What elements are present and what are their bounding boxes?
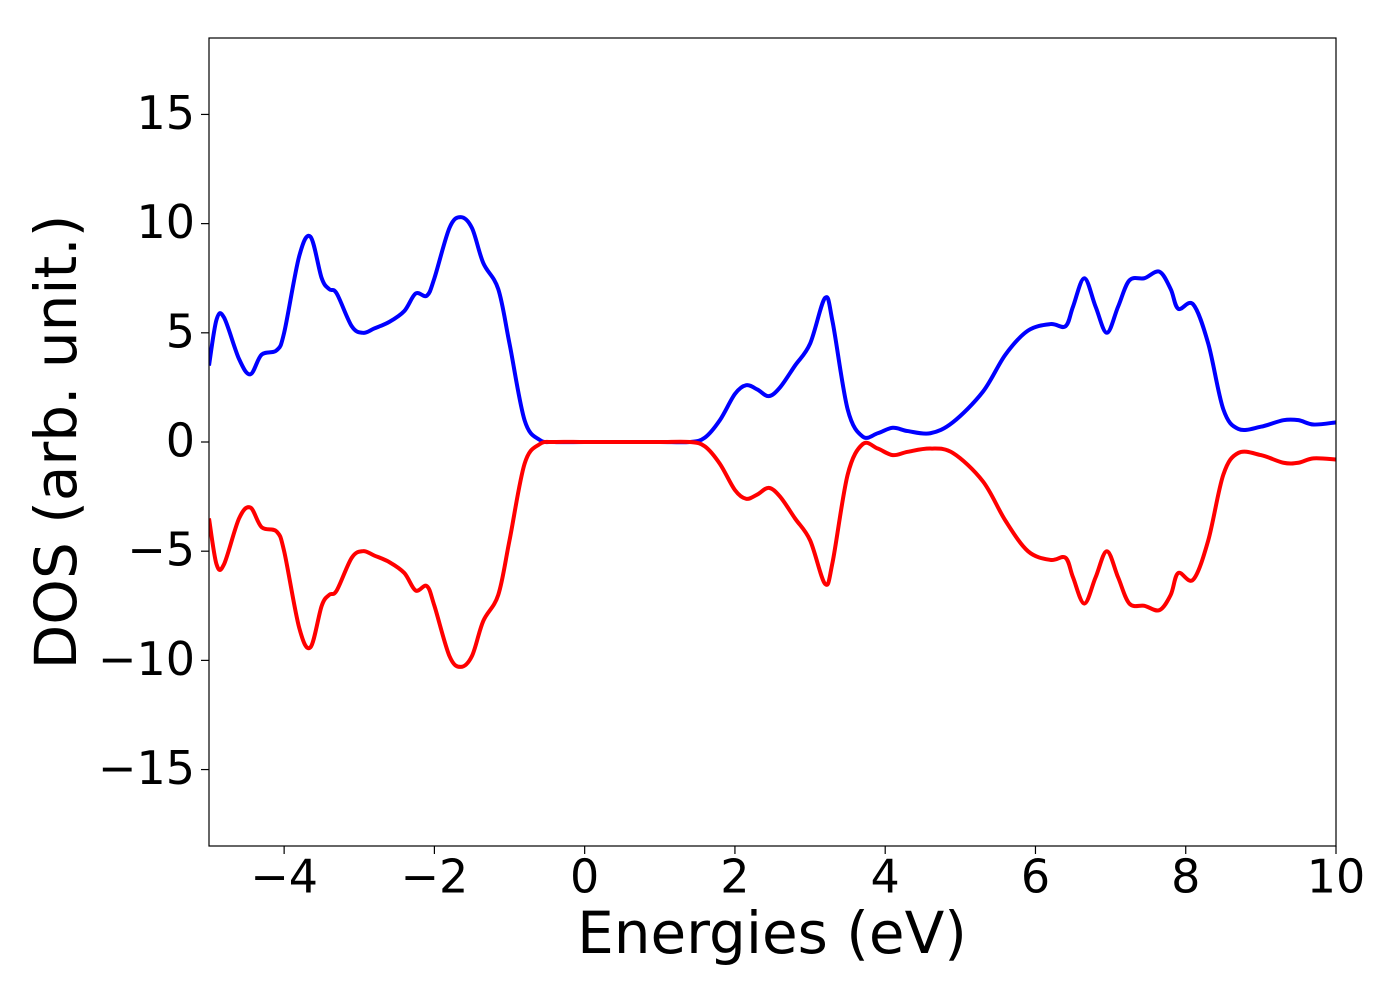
x-axis-label: Energies (eV) <box>577 899 967 967</box>
x-tick-label: −2 <box>400 850 468 904</box>
dos-line <box>209 439 1336 669</box>
x-tick-label: 4 <box>871 850 900 904</box>
y-tick-label: 0 <box>166 414 195 468</box>
x-tick-label: 6 <box>1021 850 1050 904</box>
y-axis-label: DOS (arb. unit.) <box>22 215 90 670</box>
plot-frame <box>208 37 1337 847</box>
plot-lines <box>209 215 1336 669</box>
x-tick-label: 8 <box>1171 850 1200 904</box>
x-tick-label: 10 <box>1307 850 1366 904</box>
x-tick-label: 2 <box>720 850 749 904</box>
y-tick-label: 5 <box>166 304 195 358</box>
y-tick-label: −5 <box>127 523 195 577</box>
x-tick-label: −4 <box>250 850 318 904</box>
y-tick-label: −10 <box>98 632 195 686</box>
y-tick-label: −15 <box>98 741 195 795</box>
y-tick-label: 10 <box>136 195 195 249</box>
x-tick-label: 0 <box>570 850 599 904</box>
dos-line <box>209 215 1336 445</box>
y-tick-label: 15 <box>136 86 195 140</box>
